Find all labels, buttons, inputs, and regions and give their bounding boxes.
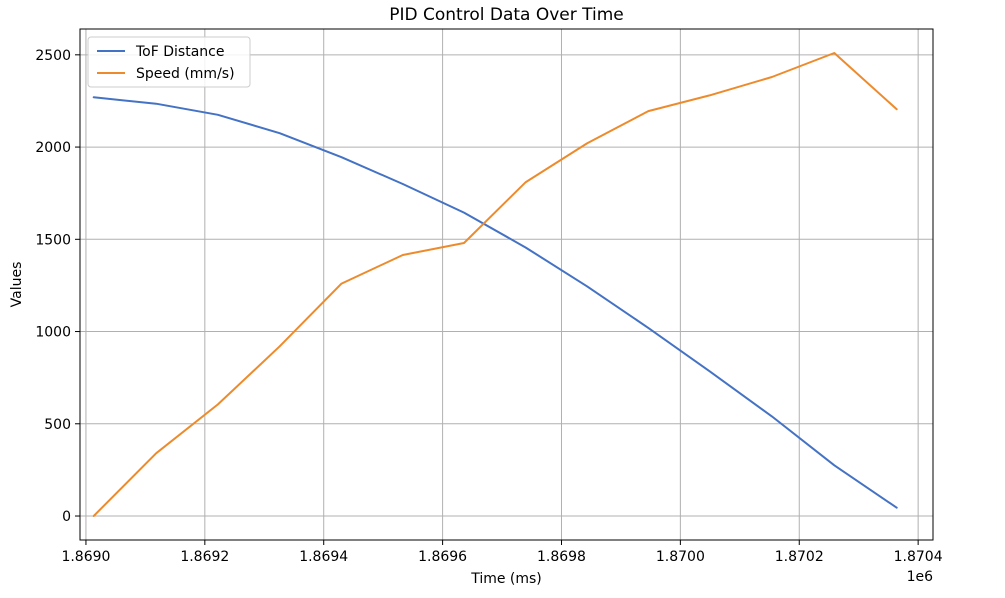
series-line-tof-distance (92, 96, 898, 509)
legend-entry: Speed (mm/s) (136, 66, 235, 82)
x-tick-label: 1.8702 (775, 549, 824, 565)
y-axis: 0 500 1000 1500 2000 2500 (35, 48, 80, 525)
chart-title: PID Control Data Over Time (389, 5, 624, 25)
x-axis: 1.8690 1.8692 1.8694 1.8696 1.8698 1.8700 1.87… (61, 540, 943, 565)
y-tick-label: 1500 (35, 232, 71, 248)
x-tick-label: 1.8704 (894, 549, 943, 565)
y-tick-label: 0 (62, 509, 71, 525)
x-tick-label: 1.8698 (537, 549, 586, 565)
y-tick-label: 2500 (35, 48, 71, 64)
y-tick-label: 500 (44, 417, 71, 433)
x-tick-label: 1.8700 (656, 549, 705, 565)
x-tick-label: 1.8690 (61, 549, 110, 565)
x-axis-offset-label: 1e6 (907, 569, 934, 585)
plot-frame (79, 28, 934, 541)
x-axis-label: Time (ms) (470, 571, 542, 587)
y-axis-label: Values (9, 262, 25, 308)
series-line-speed (92, 52, 898, 517)
series-layer (92, 52, 898, 517)
legend-box (87, 36, 251, 88)
grid (80, 29, 933, 540)
legend-entry: ToF Distance (135, 44, 224, 60)
y-tick-label: 2000 (35, 140, 71, 156)
legend: ToF Distance Speed (mm/s) (87, 36, 251, 88)
y-tick-label: 1000 (35, 325, 71, 341)
x-tick-label: 1.8696 (418, 549, 467, 565)
x-tick-label: 1.8694 (299, 549, 348, 565)
x-tick-label: 1.8692 (180, 549, 229, 565)
